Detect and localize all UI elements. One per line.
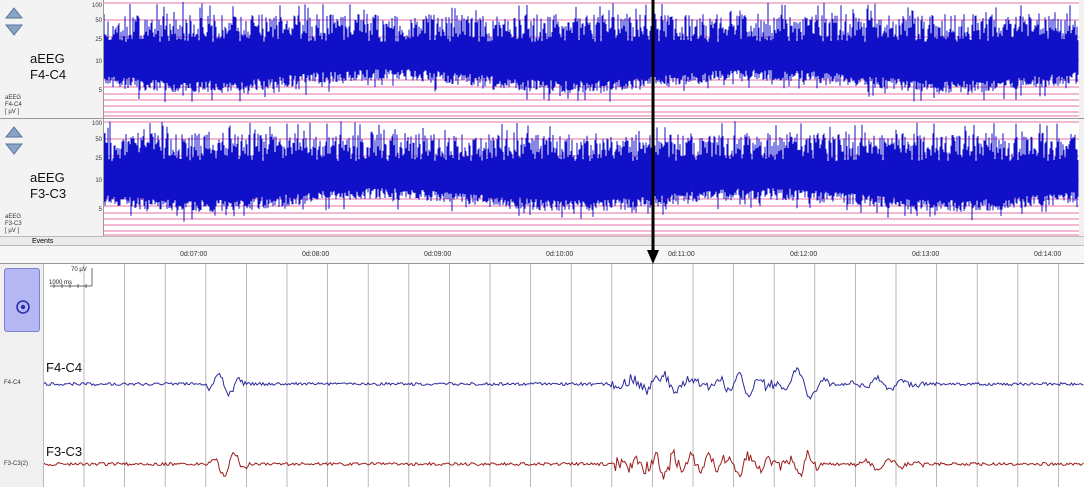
scale-bar (50, 268, 93, 288)
y-tick-50: 50 (95, 137, 102, 143)
aeeg-title: aEEG (30, 170, 65, 185)
events-label: Events (32, 238, 54, 245)
raw-channel-side-label-f4c4[interactable]: F4-C4 (4, 380, 21, 386)
time-tick: 0d:14:00 (1034, 251, 1062, 258)
time-tick: 0d:10:00 (546, 251, 574, 258)
aeeg-panel-f3c3: aEEG F3-C3 aEEG F3-C3 [ µV ] 100 50 25 1… (0, 118, 1084, 237)
triangle-down-icon[interactable] (5, 24, 23, 36)
time-tick: 0d:12:00 (790, 251, 818, 258)
aeeg-panel-f4c4: aEEG F4-C4 aEEG F4-C4 [ µV ] 100 50 25 1… (0, 0, 1084, 118)
time-tick: 0d:09:00 (424, 251, 452, 258)
aeeg-small-lead: F4-C4 (5, 102, 22, 108)
aeeg-small-unit: [ µV ] (5, 228, 20, 234)
scale-time-label: 1000 ms (49, 280, 73, 286)
y-tick-10: 10 (95, 178, 102, 184)
time-cursor-marker[interactable] (645, 0, 661, 266)
y-tick-5: 5 (98, 207, 102, 213)
raw-channel-sidebar: F4-C4 F3-C3(2) (0, 264, 44, 487)
triangle-down-icon[interactable] (5, 143, 23, 155)
triangle-up-icon[interactable] (5, 126, 23, 138)
aeeg-trace (104, 2, 1079, 102)
aeeg-channel-header-f4c4: aEEG F4-C4 aEEG F4-C4 [ µV ] 100 50 25 1… (0, 0, 104, 118)
raw-eeg-plot[interactable] (44, 264, 1084, 487)
raw-channel-label-f3c3: F3-C3 (46, 444, 83, 459)
aeeg-lead: F3-C3 (30, 186, 67, 201)
aeeg-small-lead: F3-C3 (5, 221, 22, 227)
monitor-button[interactable] (4, 268, 40, 332)
y-tick-5: 5 (98, 88, 102, 94)
y-tick-100: 100 (91, 121, 102, 127)
time-tick: 0d:13:00 (912, 251, 940, 258)
scale-amplitude-label: 70 µV (71, 267, 87, 273)
time-tick: 0d:07:00 (180, 251, 208, 258)
aeeg-trace-plot-f4c4[interactable] (104, 0, 1079, 118)
aeeg-trace-plot-f3c3[interactable] (104, 119, 1079, 237)
raw-trace-f3c3 (44, 448, 1084, 480)
aeeg-channel-header-f3c3: aEEG F3-C3 aEEG F3-C3 [ µV ] 100 50 25 1… (0, 119, 104, 237)
time-tick: 0d:08:00 (302, 251, 330, 258)
raw-channel-side-label-f3c3[interactable]: F3-C3(2) (4, 461, 29, 467)
aeeg-small-unit: [ µV ] (5, 109, 20, 115)
aeeg-trace (104, 121, 1079, 222)
aeeg-small-title: aEEG (5, 95, 22, 101)
raw-channel-label-f4c4: F4-C4 (46, 360, 83, 375)
target-icon (16, 300, 30, 314)
y-tick-25: 25 (95, 37, 102, 43)
aeeg-lead: F4-C4 (30, 67, 67, 82)
y-tick-50: 50 (95, 18, 102, 24)
y-tick-10: 10 (95, 59, 102, 65)
time-axis: 0d:07:00 0d:08:00 0d:09:00 0d:10:00 0d:1… (0, 246, 1084, 264)
raw-eeg-area: F4-C4 F3-C3(2) F4-C4 F3-C3 70 µV 1000 ms (0, 264, 1084, 487)
events-row[interactable]: Events (0, 236, 1084, 246)
aeeg-title: aEEG (30, 51, 65, 66)
triangle-up-icon[interactable] (5, 7, 23, 19)
raw-trace-f4c4 (44, 366, 1084, 400)
y-tick-100: 100 (91, 3, 102, 9)
time-tick: 0d:11:00 (668, 251, 695, 258)
aeeg-small-title: aEEG (5, 214, 22, 220)
y-tick-25: 25 (95, 156, 102, 162)
